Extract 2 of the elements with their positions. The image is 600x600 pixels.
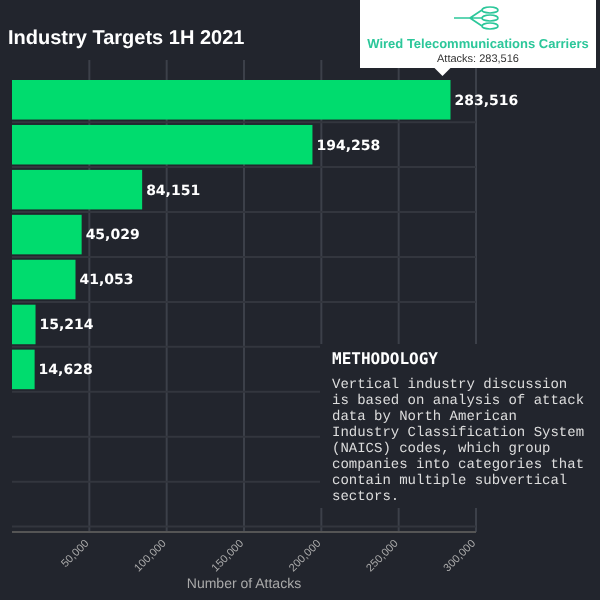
- annotation: METHODOLOGY: [332, 350, 439, 368]
- chart-title: Industry Targets 1H 2021: [8, 28, 246, 50]
